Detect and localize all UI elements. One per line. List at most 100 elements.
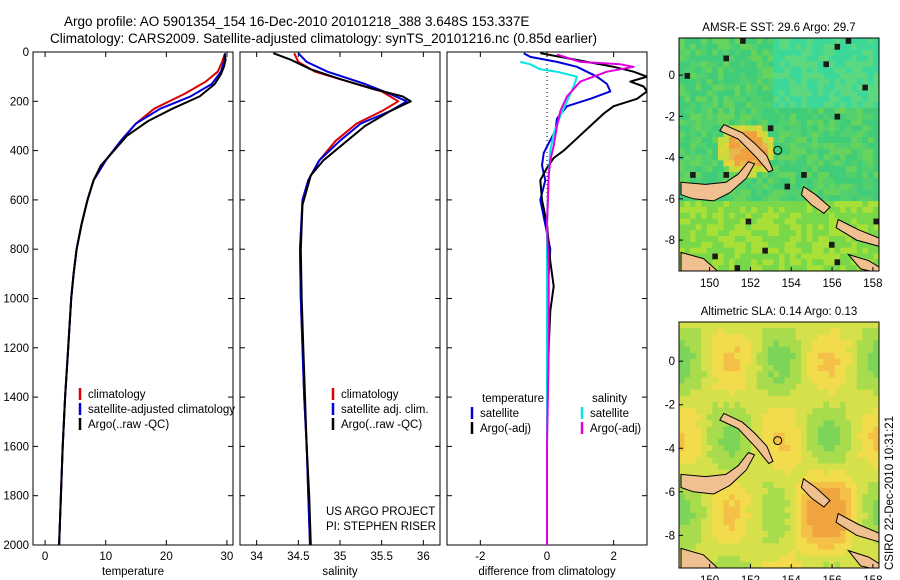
sla-map-cell [784,555,791,563]
sla-map-cell [734,561,741,568]
sst-map-cell [845,154,852,161]
sst-map-cell [773,102,780,109]
sst-map-cell [729,142,735,150]
sla-map-cell [806,432,813,440]
sst-map-cell [745,224,752,231]
sla-map-cell [806,469,813,477]
sst-map-cell [851,137,858,144]
sla-map-cell [679,358,685,366]
sla-map-cell [695,395,702,403]
sst-map-cell [834,61,841,68]
sst-map-cell [684,61,691,68]
sst-map-cell [779,131,785,138]
sla-map-cell [790,358,797,366]
sst-map-cell [690,247,697,254]
sst-map-cell [801,259,808,266]
sla-map-cell [779,352,785,360]
sla-map-cell [823,408,830,415]
sla-map-cell [734,531,741,538]
sst-map-cell [723,166,730,173]
sst-map-cell [790,171,797,179]
sla-map-cell [795,543,802,550]
sst-map-cell [701,67,708,74]
sst-map-cell [734,212,741,219]
sst-map-cell [767,49,774,56]
sla-map-cell [767,420,774,427]
sla-map-cell [767,537,774,544]
sst-map-cell [723,84,730,91]
sla-map-cell [856,371,863,378]
sla-map-cell [812,506,819,514]
sst-map-cell [706,49,713,56]
sst-map-cell [795,90,802,97]
sst-map-cell [745,189,752,196]
sst-map-cell [795,230,802,237]
sla-map-cell [867,401,874,409]
sla-map-cell [762,457,769,464]
sla-map-cell [684,377,691,384]
sst-map-cell [862,107,869,115]
difference-series-line [546,53,635,545]
sst-map-cell [834,160,841,167]
sla-map-cell [817,401,824,409]
sst-map-cell [762,125,769,132]
sla-map-cell [845,432,852,440]
sla-map-cell [840,549,847,557]
sla-map-cell [862,365,869,372]
depth-tick-label: 600 [10,195,29,207]
sla-map-cell [690,432,697,440]
sla-map-cell [756,555,763,563]
sst-map-cell [873,218,879,225]
sst-map-cell [729,55,735,62]
sst-map-cell [762,166,769,173]
sla-map-cell [679,426,685,434]
sla-map-cell [767,334,774,341]
sst-map-cell [829,154,835,161]
sst-map-cell [812,241,819,249]
sla-map-cell [817,506,824,514]
sst-map-cell [767,224,774,231]
sla-map-cell [840,346,847,354]
sla-map-cell [706,389,713,397]
sst-map-cell [712,160,719,167]
sst-map-cell [701,160,708,167]
sst-map-cell [712,142,719,150]
sst-map-cell [817,236,824,243]
sla-map-cell [817,420,824,427]
sst-map-cell [684,212,691,219]
sla-map-cell [840,408,847,415]
sst-map-cell [762,253,769,260]
sst-map-cell [845,206,852,214]
sst-map-cell [867,55,874,62]
sst-map-cell [701,201,708,208]
sla-map-cell [729,383,735,391]
sst-map-cell [790,212,797,219]
sla-map-cell [784,414,791,421]
sst-map-cell [784,218,791,225]
sla-map-cell [790,445,797,452]
sla-map-cell [862,445,869,452]
sst-map-cell [840,259,847,266]
sst-map-cell [684,224,691,231]
sst-map-cell [779,148,785,155]
sst-map-cell [729,61,735,68]
sst-map-cell [840,160,847,167]
sst-map-cell [834,247,841,254]
sst-map-cell [806,67,813,74]
sla-map-cell [767,500,774,507]
sst-map-cell [829,55,835,62]
sst-map-cell [729,84,735,91]
sst-map-cell [823,72,830,80]
sla-map-cell [745,506,752,514]
sla-map-cell [779,481,785,489]
sst-map-cell [762,218,769,225]
sst-map-cell [823,241,830,249]
sla-map-cell [867,475,874,483]
sst-map-cell [779,107,785,115]
sla-map-cell [745,463,752,470]
sla-map-cell [790,328,797,335]
sst-map-cell [712,61,719,68]
sla-map-cell [684,352,691,360]
sla-map-cell [817,488,824,495]
sst-map-cell [712,212,719,219]
